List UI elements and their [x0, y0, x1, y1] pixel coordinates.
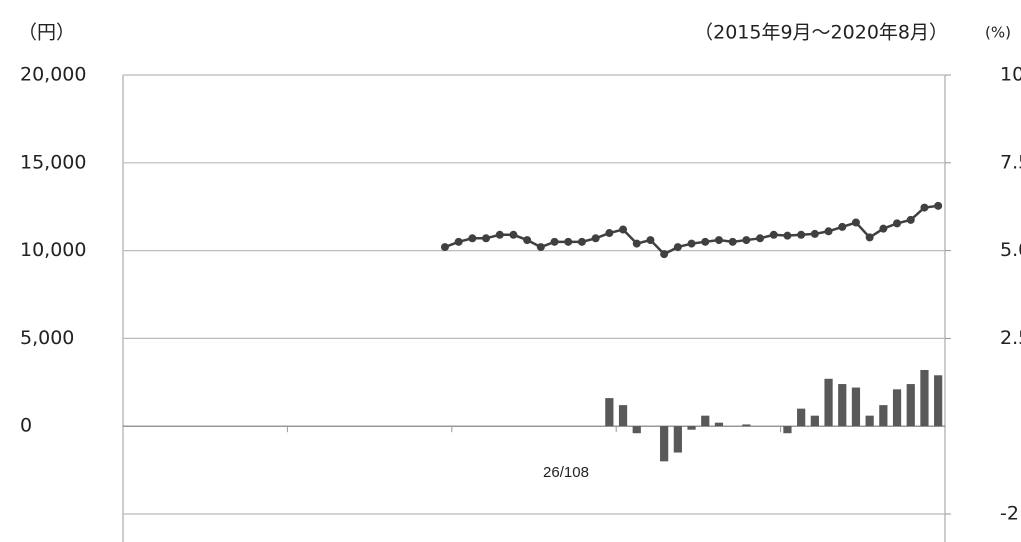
bar — [892, 389, 902, 427]
y-tick-label: 15,000 — [20, 151, 86, 173]
line-marker — [783, 231, 792, 240]
line-marker — [509, 230, 518, 239]
line-marker — [536, 243, 545, 252]
line-marker — [646, 236, 655, 245]
y2-tick-label: 10.0 — [1000, 64, 1021, 86]
period-label: （2015年9月～2020年8月） — [694, 22, 948, 44]
bar — [742, 424, 751, 427]
line-marker — [865, 233, 874, 242]
y2-tick-label: 7.5 — [1000, 151, 1021, 173]
line-marker — [482, 234, 491, 243]
page-label: 26/108 — [543, 464, 589, 481]
line-marker — [687, 239, 696, 248]
line-marker — [920, 203, 929, 212]
bar — [934, 375, 943, 427]
y-tick-label: 5,000 — [20, 327, 74, 349]
line-marker — [906, 215, 915, 224]
bar — [673, 426, 682, 453]
line-marker — [440, 243, 449, 252]
line-marker — [728, 237, 737, 246]
y-tick-label: 20,000 — [20, 64, 86, 86]
bar — [879, 405, 888, 427]
y2-unit-label: (%) — [985, 24, 1011, 42]
line-marker — [468, 234, 477, 243]
line-marker — [838, 222, 847, 231]
y2-tick-label: -2.5 — [1000, 503, 1021, 525]
line-marker — [605, 229, 614, 238]
bar — [660, 426, 669, 462]
line-marker — [810, 229, 819, 238]
line-marker — [797, 230, 806, 239]
bar — [824, 378, 833, 427]
line-marker — [454, 237, 463, 246]
line-marker — [619, 225, 628, 234]
bar — [865, 415, 874, 427]
line-marker — [632, 239, 641, 248]
line-marker — [591, 234, 600, 243]
line-marker — [495, 230, 504, 239]
line-marker — [660, 250, 669, 259]
bar — [618, 405, 628, 427]
line-marker — [564, 237, 573, 246]
bar — [906, 384, 915, 427]
line-marker — [893, 219, 902, 228]
y-tick-label: 0 — [20, 415, 32, 437]
bar — [851, 387, 861, 427]
line-marker — [673, 243, 682, 252]
line-marker — [756, 234, 765, 243]
line-marker — [550, 237, 559, 246]
line-marker — [701, 237, 710, 246]
bar — [714, 422, 724, 427]
bar — [687, 426, 696, 430]
line-marker — [577, 237, 586, 246]
bar — [783, 426, 792, 434]
line-marker — [879, 224, 888, 233]
bar — [632, 426, 641, 434]
line-marker — [523, 236, 532, 245]
y-unit-label: （円） — [18, 22, 75, 44]
y2-tick-label: 2.5 — [1000, 327, 1021, 349]
y2-tick-label: 5.0 — [1000, 239, 1021, 261]
y-tick-label: 10,000 — [20, 239, 86, 261]
line-marker — [769, 230, 778, 239]
line-marker — [934, 201, 943, 210]
bar — [838, 384, 847, 427]
bar — [920, 370, 929, 427]
bar — [797, 408, 806, 427]
line-marker — [851, 218, 860, 227]
line-marker — [742, 236, 751, 245]
line-marker — [714, 236, 723, 245]
bar — [701, 415, 710, 427]
bar — [810, 415, 819, 427]
line-marker — [824, 227, 833, 236]
bar — [605, 398, 614, 427]
